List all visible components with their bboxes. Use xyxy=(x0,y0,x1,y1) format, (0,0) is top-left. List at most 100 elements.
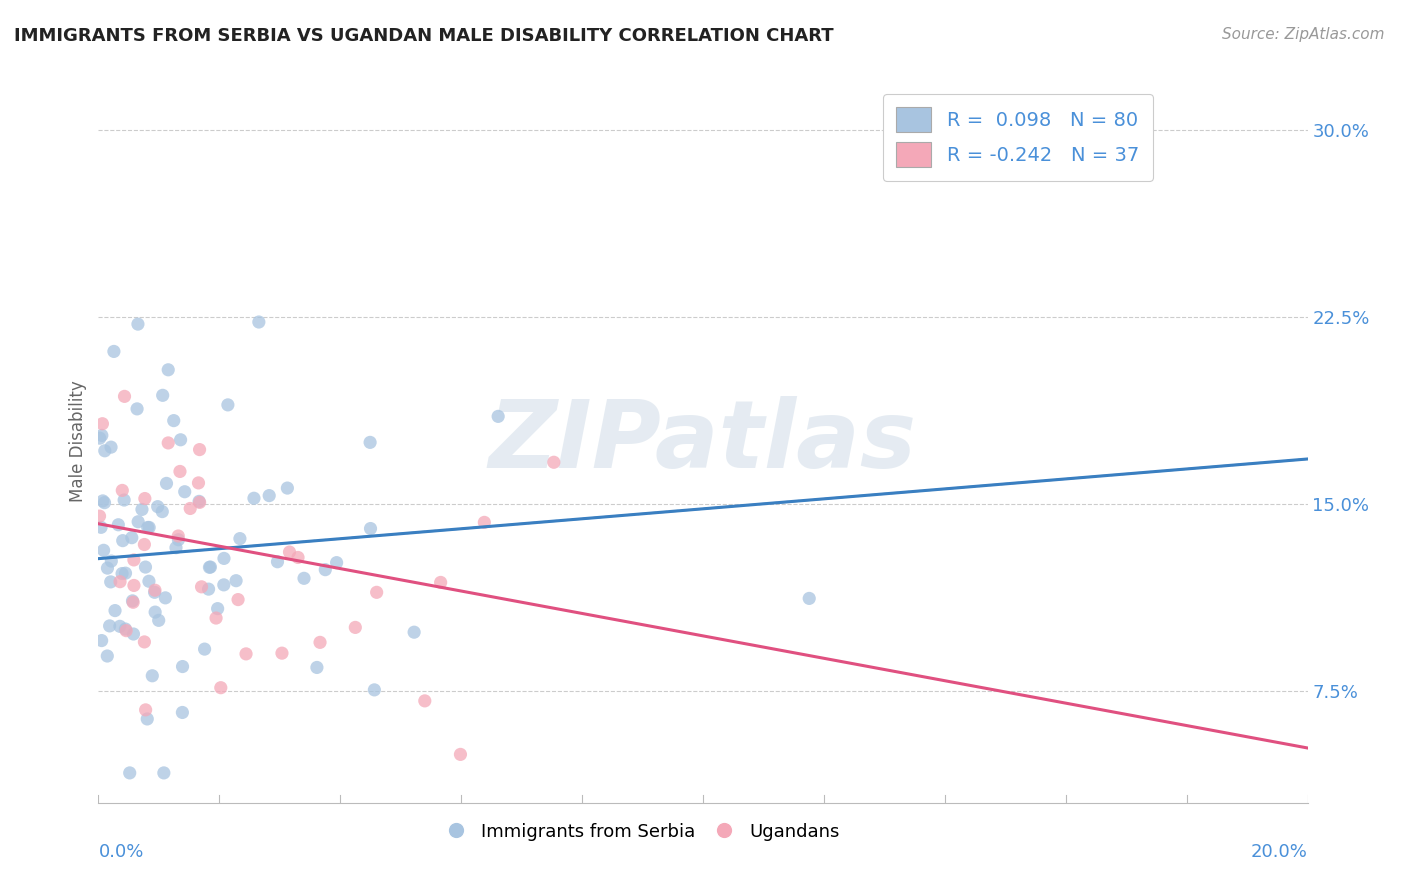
Text: ZIPatlas: ZIPatlas xyxy=(489,395,917,488)
Point xyxy=(127,515,149,529)
Point xyxy=(207,601,229,615)
Y-axis label: Male Disability: Male Disability xyxy=(69,381,87,502)
Point xyxy=(143,605,166,619)
Point xyxy=(121,531,143,545)
Point xyxy=(91,417,114,431)
Point xyxy=(188,442,211,457)
Point xyxy=(278,545,301,559)
Point xyxy=(157,363,180,377)
Point xyxy=(98,619,121,633)
Point xyxy=(96,648,118,663)
Point xyxy=(94,443,117,458)
Point xyxy=(100,440,122,454)
Point xyxy=(198,560,221,574)
Point xyxy=(100,554,122,568)
Point xyxy=(188,495,211,509)
Point xyxy=(205,611,228,625)
Point xyxy=(143,583,166,598)
Point xyxy=(212,578,235,592)
Point xyxy=(107,517,129,532)
Point xyxy=(190,580,212,594)
Point xyxy=(121,594,143,608)
Point xyxy=(165,541,187,555)
Point xyxy=(169,433,191,447)
Point xyxy=(543,455,565,469)
Point xyxy=(247,315,270,329)
Point xyxy=(309,635,332,649)
Point xyxy=(111,566,134,581)
Point xyxy=(167,529,190,543)
Point xyxy=(155,591,177,605)
Point xyxy=(366,585,388,599)
Point xyxy=(150,505,173,519)
Point xyxy=(111,533,134,548)
Point xyxy=(100,574,122,589)
Point xyxy=(90,428,112,442)
Point xyxy=(89,509,111,524)
Point xyxy=(89,431,111,445)
Point xyxy=(157,436,180,450)
Legend: Immigrants from Serbia, Ugandans: Immigrants from Serbia, Ugandans xyxy=(437,815,848,848)
Point xyxy=(172,659,194,673)
Point xyxy=(111,483,134,498)
Point xyxy=(134,560,156,574)
Point xyxy=(138,520,160,534)
Text: IMMIGRANTS FROM SERBIA VS UGANDAN MALE DISABILITY CORRELATION CHART: IMMIGRANTS FROM SERBIA VS UGANDAN MALE D… xyxy=(14,27,834,45)
Point xyxy=(135,703,157,717)
Point xyxy=(226,592,249,607)
Point xyxy=(134,635,156,649)
Point xyxy=(96,561,118,575)
Point xyxy=(103,344,125,359)
Point xyxy=(266,555,288,569)
Point xyxy=(108,619,131,633)
Point xyxy=(122,578,145,592)
Point xyxy=(169,465,191,479)
Point xyxy=(138,574,160,589)
Point xyxy=(344,620,367,634)
Point xyxy=(287,550,309,565)
Point xyxy=(179,501,201,516)
Point xyxy=(271,646,294,660)
Point xyxy=(235,647,257,661)
Point xyxy=(257,489,280,503)
Point xyxy=(153,765,176,780)
Point xyxy=(363,682,385,697)
Point xyxy=(114,622,136,636)
Point xyxy=(413,694,436,708)
Point xyxy=(163,414,186,428)
Point xyxy=(146,500,169,514)
Point xyxy=(112,493,135,508)
Text: Source: ZipAtlas.com: Source: ZipAtlas.com xyxy=(1222,27,1385,42)
Point xyxy=(148,613,170,627)
Point xyxy=(404,625,426,640)
Point xyxy=(217,398,239,412)
Point xyxy=(276,481,298,495)
Point xyxy=(134,491,156,506)
Point xyxy=(118,765,141,780)
Point xyxy=(325,556,347,570)
Point xyxy=(172,706,194,720)
Point xyxy=(314,563,336,577)
Point xyxy=(90,520,112,534)
Point xyxy=(194,642,217,657)
Point xyxy=(136,712,159,726)
Text: 20.0%: 20.0% xyxy=(1251,843,1308,861)
Point xyxy=(108,574,131,589)
Point xyxy=(122,627,145,641)
Point xyxy=(136,520,159,534)
Point xyxy=(187,475,209,490)
Point xyxy=(91,494,114,508)
Point xyxy=(359,435,381,450)
Point xyxy=(93,496,115,510)
Point xyxy=(209,681,232,695)
Point xyxy=(229,532,252,546)
Point xyxy=(799,591,821,606)
Point xyxy=(225,574,247,588)
Point xyxy=(114,389,136,403)
Point xyxy=(197,582,219,596)
Point xyxy=(243,491,266,506)
Point xyxy=(127,317,149,331)
Point xyxy=(305,660,328,674)
Point xyxy=(429,575,451,590)
Point xyxy=(115,624,138,638)
